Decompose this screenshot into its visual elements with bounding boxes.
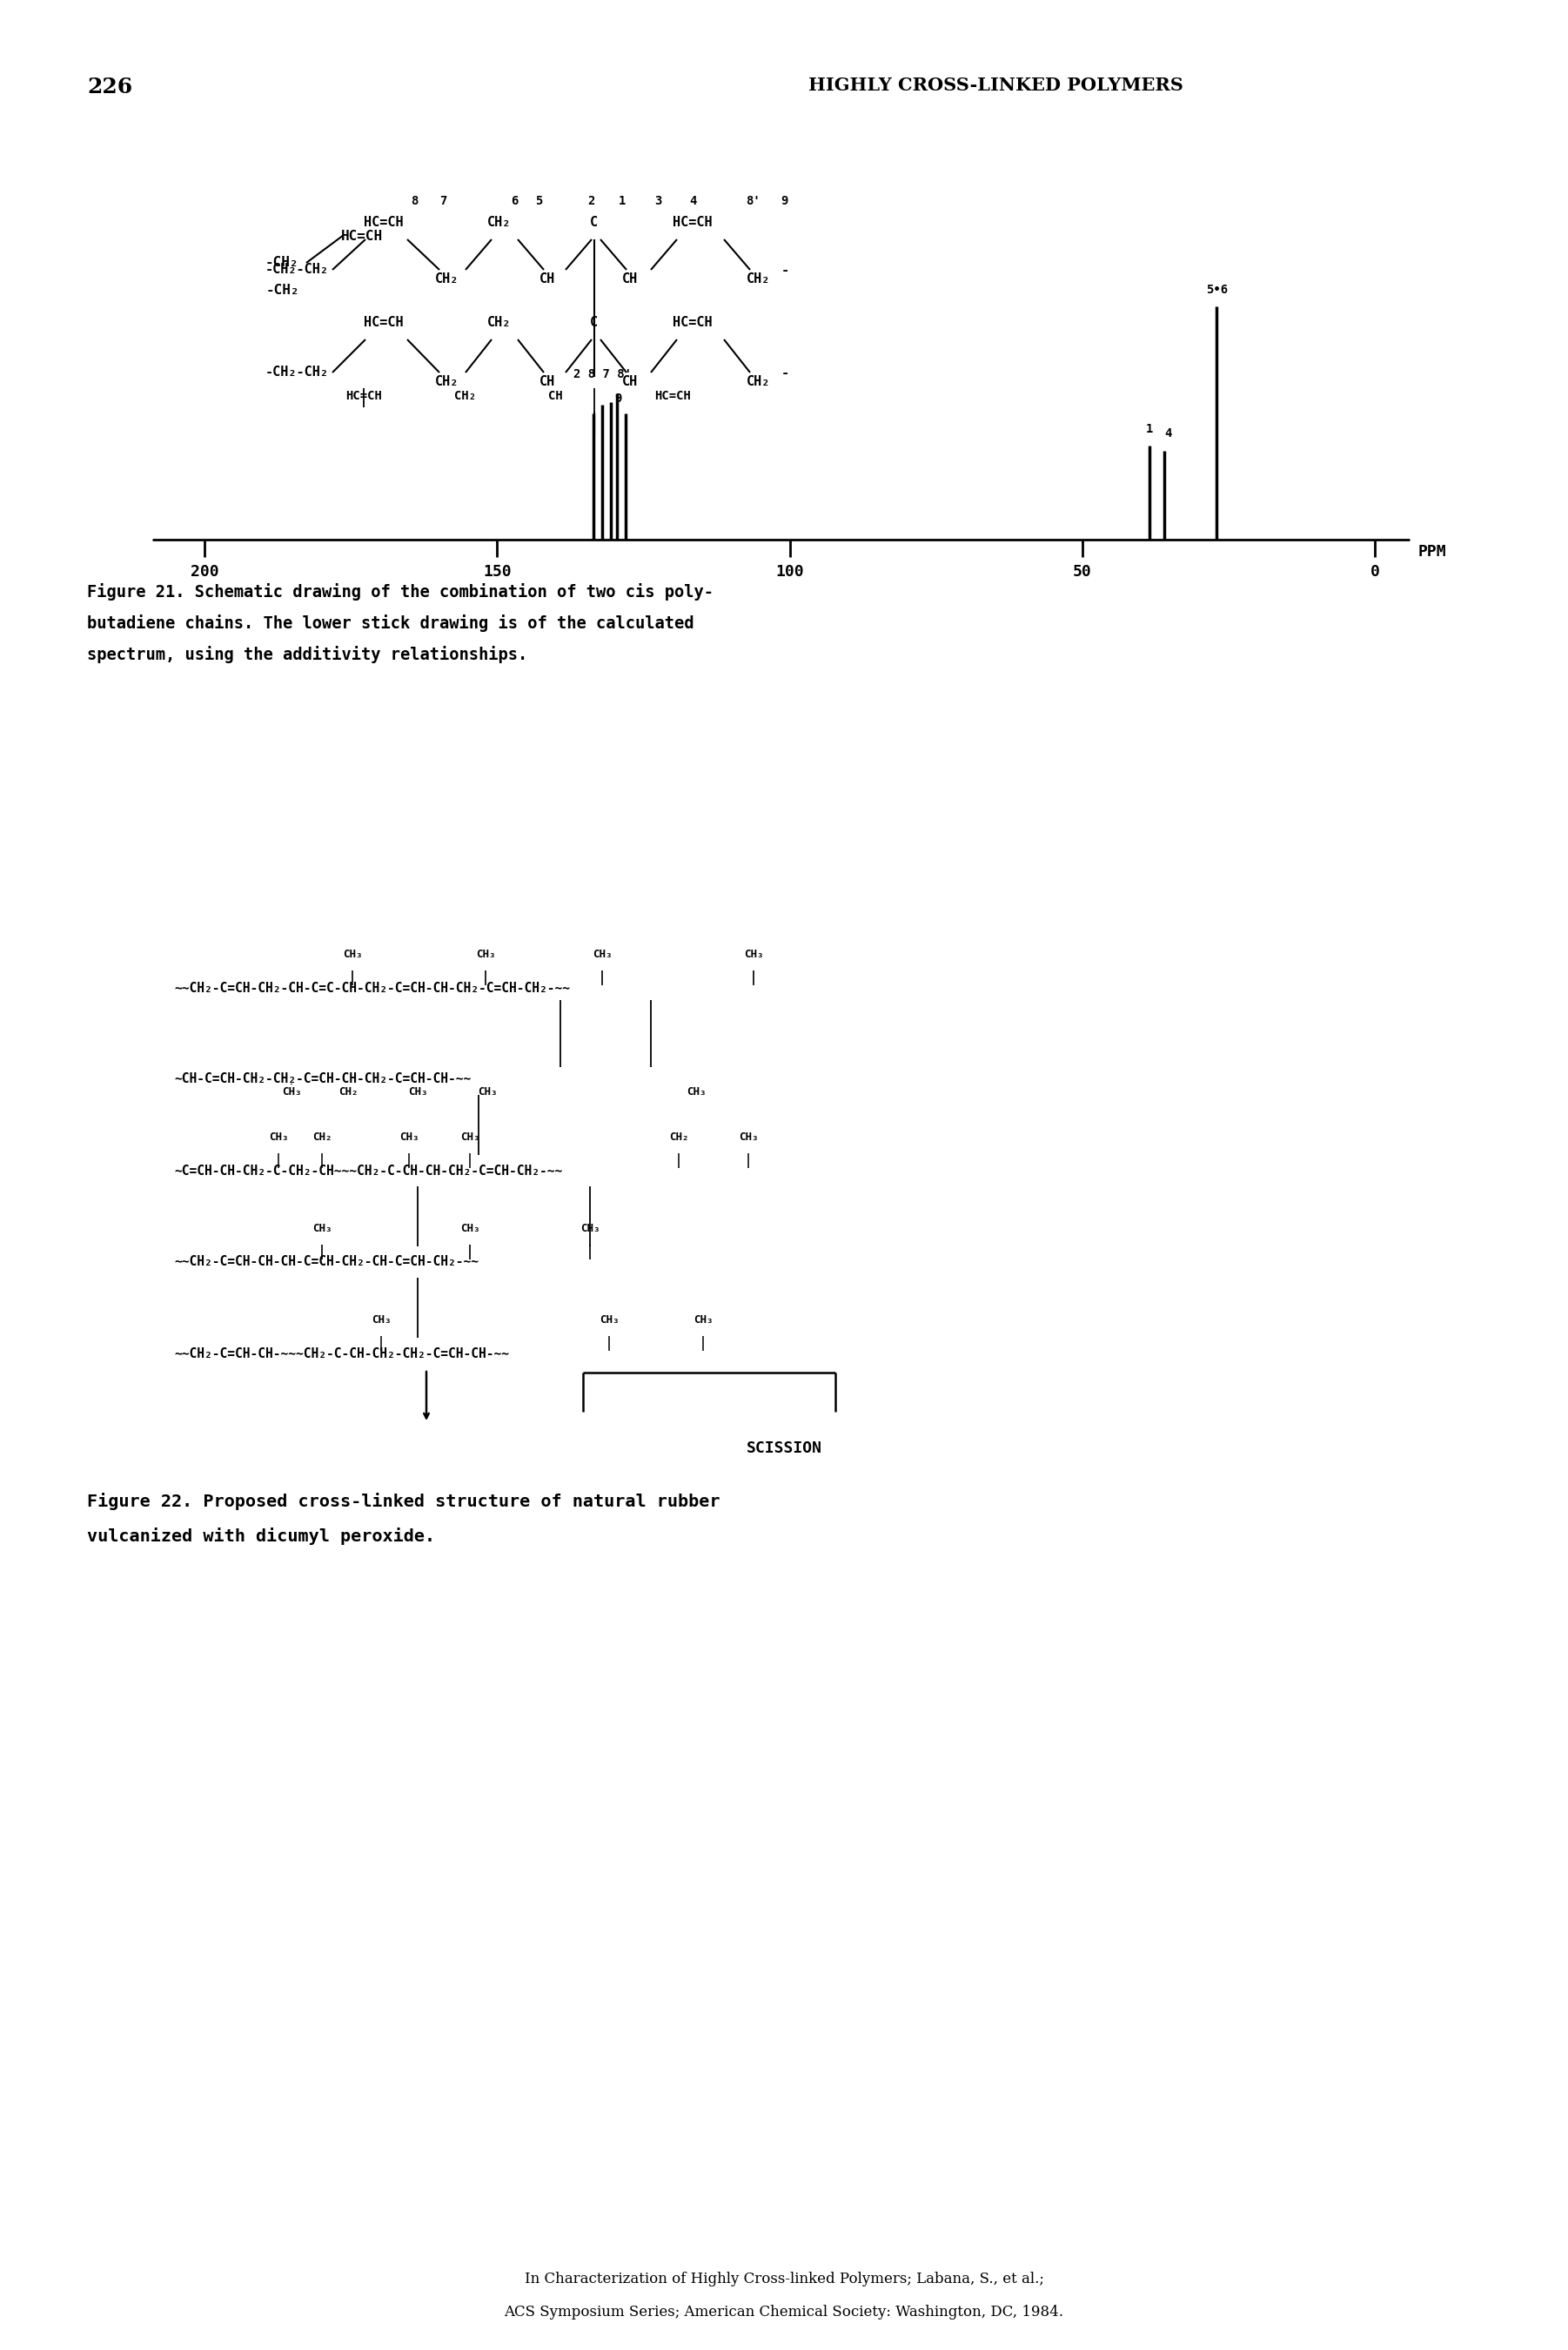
Text: 226: 226 (86, 78, 132, 96)
Text: 100: 100 (776, 564, 804, 580)
Text: spectrum, using the additivity relationships.: spectrum, using the additivity relations… (86, 646, 527, 663)
Text: ∼∼CH₂-C=CH-CH₂-CH-C=C-CH-CH₂-C=CH-CH-CH₂-C=CH-CH₂-∼∼: ∼∼CH₂-C=CH-CH₂-CH-C=C-CH-CH₂-C=CH-CH-CH₂… (174, 982, 569, 994)
Text: 9: 9 (781, 195, 787, 207)
Text: 6: 6 (511, 195, 517, 207)
Text: 5•6: 5•6 (1206, 284, 1228, 296)
Text: CH: CH (622, 273, 638, 284)
Text: CH₂: CH₂ (746, 376, 770, 388)
Text: CH₃: CH₃ (408, 1086, 428, 1097)
Text: ∼CH-C=CH-CH₂-CH₂-C=CH-CH-CH₂-C=CH-CH-∼∼: ∼CH-C=CH-CH₂-CH₂-C=CH-CH-CH₂-C=CH-CH-∼∼ (174, 1072, 470, 1086)
Text: HC=CH: HC=CH (364, 315, 403, 329)
Text: CH₃: CH₃ (282, 1086, 301, 1097)
Text: 3: 3 (654, 195, 662, 207)
Text: 2: 2 (586, 195, 594, 207)
Text: CH₂: CH₂ (434, 376, 459, 388)
Text: 4: 4 (688, 195, 696, 207)
Text: -CH₂: -CH₂ (267, 284, 299, 296)
Text: CH₂: CH₂ (434, 273, 459, 284)
Text: HC=CH: HC=CH (342, 230, 383, 242)
Text: CH₃: CH₃ (693, 1314, 713, 1325)
Text: CH₂: CH₂ (670, 1130, 688, 1142)
Text: CH₂: CH₂ (488, 315, 511, 329)
Text: In Characterization of Highly Cross-linked Polymers; Labana, S., et al.;: In Characterization of Highly Cross-link… (524, 2272, 1044, 2287)
Text: 2 8 7 8': 2 8 7 8' (574, 369, 632, 381)
Text: -: - (781, 263, 789, 277)
Text: -CH₂-CH₂: -CH₂-CH₂ (265, 367, 329, 378)
Text: CH₃: CH₃ (478, 1086, 497, 1097)
Text: CH₃: CH₃ (687, 1086, 706, 1097)
Text: 1: 1 (618, 195, 626, 207)
Text: HC=CH: HC=CH (673, 315, 712, 329)
Text: 1: 1 (1146, 423, 1152, 435)
Text: ∼∼CH₂-C=CH-CH-∼∼∼CH₂-C-CH-CH₂-CH₂-C=CH-CH-∼∼: ∼∼CH₂-C=CH-CH-∼∼∼CH₂-C-CH-CH₂-CH₂-C=CH-C… (174, 1347, 510, 1361)
Text: 5: 5 (535, 195, 543, 207)
Text: CH₃: CH₃ (475, 949, 495, 961)
Text: -: - (781, 367, 789, 378)
Text: CH₂: CH₂ (339, 1086, 358, 1097)
Text: CH₃: CH₃ (400, 1130, 419, 1142)
Text: CH₃: CH₃ (268, 1130, 289, 1142)
Text: 9: 9 (615, 392, 621, 404)
Text: 7: 7 (439, 195, 447, 207)
Text: CH₃: CH₃ (459, 1222, 480, 1234)
Text: CH₂: CH₂ (455, 390, 477, 402)
Text: CH₃: CH₃ (580, 1222, 599, 1234)
Text: ∼C=CH-CH-CH₂-C-CH₂-CH∼∼∼CH₂-C-CH-CH-CH₂-C=CH-CH₂-∼∼: ∼C=CH-CH-CH₂-C-CH₂-CH∼∼∼CH₂-C-CH-CH-CH₂-… (174, 1163, 563, 1177)
Text: HC=CH: HC=CH (345, 390, 383, 402)
Text: vulcanized with dicumyl peroxide.: vulcanized with dicumyl peroxide. (86, 1528, 436, 1544)
Text: CH: CH (622, 376, 638, 388)
Text: CH: CH (547, 390, 563, 402)
Text: 50: 50 (1073, 564, 1091, 580)
Text: 8': 8' (746, 195, 760, 207)
Text: -CH₂: -CH₂ (265, 256, 299, 270)
Text: -CH₂-CH₂: -CH₂-CH₂ (265, 263, 329, 277)
Text: CH₃: CH₃ (312, 1222, 332, 1234)
Text: SCISSION: SCISSION (746, 1441, 822, 1457)
Text: HC=CH: HC=CH (673, 216, 712, 228)
Text: CH₃: CH₃ (459, 1130, 480, 1142)
Text: 0: 0 (1370, 564, 1380, 580)
Text: CH₃: CH₃ (743, 949, 764, 961)
Text: Figure 22. Proposed cross-linked structure of natural rubber: Figure 22. Proposed cross-linked structu… (86, 1492, 720, 1511)
Text: HIGHLY CROSS-LINKED POLYMERS: HIGHLY CROSS-LINKED POLYMERS (809, 78, 1184, 94)
Text: CH₃: CH₃ (343, 949, 362, 961)
Text: CH: CH (539, 376, 555, 388)
Text: CH₃: CH₃ (739, 1130, 757, 1142)
Text: CH: CH (539, 273, 555, 284)
Text: CH₂: CH₂ (312, 1130, 332, 1142)
Text: PPM: PPM (1419, 543, 1447, 559)
Text: 4: 4 (1163, 428, 1171, 439)
Text: C: C (590, 315, 597, 329)
Text: C: C (590, 216, 597, 228)
Text: butadiene chains. The lower stick drawing is of the calculated: butadiene chains. The lower stick drawin… (86, 613, 695, 632)
Text: 150: 150 (483, 564, 511, 580)
Text: CH₂: CH₂ (746, 273, 770, 284)
Text: Figure 21. Schematic drawing of the combination of two cis poly-: Figure 21. Schematic drawing of the comb… (86, 583, 713, 602)
Text: ACS Symposium Series; American Chemical Society: Washington, DC, 1984.: ACS Symposium Series; American Chemical … (505, 2305, 1063, 2319)
Text: HC=CH: HC=CH (654, 390, 691, 402)
Text: CH₃: CH₃ (372, 1314, 390, 1325)
Text: CH₃: CH₃ (593, 949, 612, 961)
Text: 200: 200 (190, 564, 218, 580)
Text: CH₃: CH₃ (599, 1314, 619, 1325)
Text: ∼∼CH₂-C=CH-CH-CH-C=CH-CH₂-CH-C=CH-CH₂-∼∼: ∼∼CH₂-C=CH-CH-CH-C=CH-CH₂-CH-C=CH-CH₂-∼∼ (174, 1255, 478, 1269)
Text: 8: 8 (411, 195, 417, 207)
Text: HC=CH: HC=CH (364, 216, 403, 228)
Text: CH₂: CH₂ (488, 216, 511, 228)
